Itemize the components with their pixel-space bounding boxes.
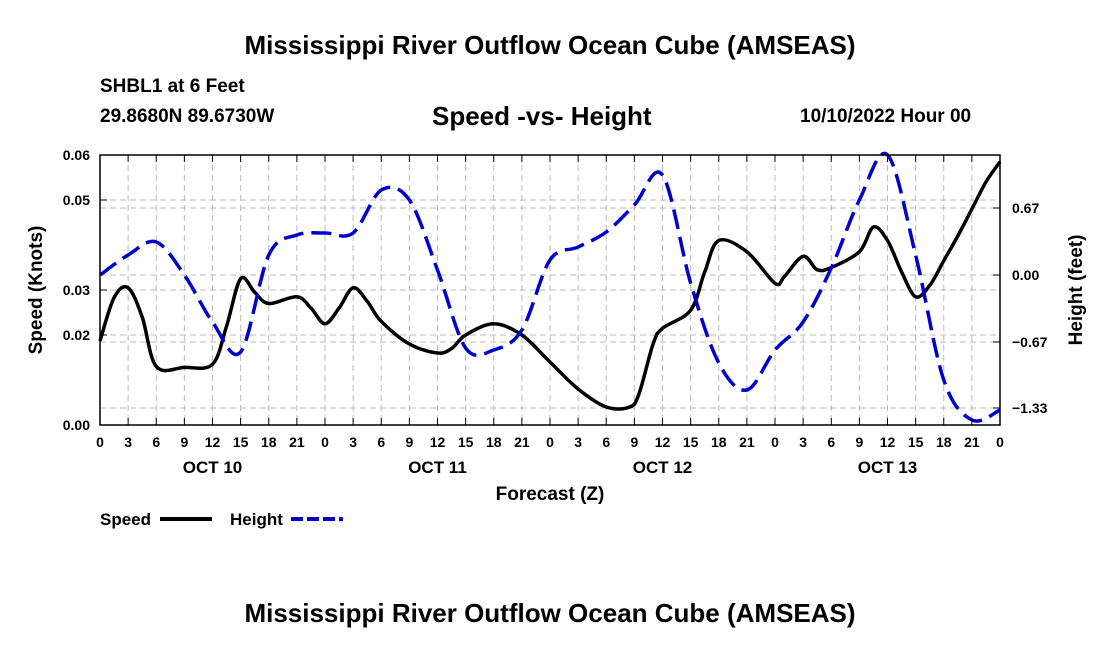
x-tick-label: 9	[855, 434, 863, 450]
x-tick-label: 12	[205, 434, 221, 450]
y-axis-label: Speed (Knots)	[26, 226, 47, 355]
x-tick-label: 12	[430, 434, 446, 450]
x-tick-label: 9	[180, 434, 188, 450]
x-tick-label: 3	[349, 434, 357, 450]
x-tick-label: 6	[602, 434, 610, 450]
x-tick-label: 15	[233, 434, 249, 450]
x-tick-label: 18	[711, 434, 727, 450]
x-tick-label: 3	[799, 434, 807, 450]
day-label: OCT 11	[408, 458, 467, 477]
speed-series-line	[98, 160, 1002, 411]
x-tick-label: 21	[289, 434, 305, 450]
footer-title: Mississippi River Outflow Ocean Cube (AM…	[244, 598, 856, 628]
y-tick-label: 0.06	[63, 147, 90, 163]
chart-title: Mississippi River Outflow Ocean Cube (AM…	[244, 30, 856, 60]
y2-tick-label: −1.33	[1012, 400, 1048, 416]
x-tick-label: 12	[655, 434, 671, 450]
x-tick-label: 0	[771, 434, 779, 450]
x-tick-label: 6	[827, 434, 835, 450]
x-tick-label: 18	[486, 434, 502, 450]
y2-tick-label: −0.67	[1012, 334, 1048, 350]
x-tick-label: 3	[124, 434, 132, 450]
x-tick-label: 3	[574, 434, 582, 450]
x-tick-label: 12	[880, 434, 896, 450]
station-label: SHBL1 at 6 Feet	[100, 76, 245, 97]
axes: 0 3 6 9 12 15 18 21 0 3 6 9 12 15 18 21 0 3 6 9 12 15 18 21 0 3 6 9…	[63, 147, 1048, 477]
x-tick-label: 0	[321, 434, 329, 450]
legend-speed-label: Speed	[100, 510, 152, 529]
x-tick-label: 0	[546, 434, 554, 450]
y-tick-label: 0.03	[63, 282, 90, 298]
x-tick-label: 21	[514, 434, 530, 450]
x-tick-label: 21	[739, 434, 755, 450]
station-coordinates: 29.8680N 89.6730W	[100, 106, 275, 127]
x-tick-label: 18	[936, 434, 952, 450]
x-tick-label: 15	[908, 434, 924, 450]
x-tick-label: 0	[996, 434, 1004, 450]
y2-axis-label: Height (feet)	[1066, 235, 1087, 346]
x-tick-label: 15	[683, 434, 699, 450]
forecast-datetime: 10/10/2022 Hour 00	[800, 106, 972, 127]
x-tick-label: 9	[405, 434, 413, 450]
y-tick-label: 0.00	[63, 417, 90, 433]
x-tick-label: 18	[261, 434, 277, 450]
x-tick-label: 9	[630, 434, 638, 450]
x-tick-label: 21	[964, 434, 980, 450]
height-series-line	[98, 151, 1001, 423]
y-tick-label: 0.02	[63, 327, 90, 343]
day-label: OCT 12	[633, 458, 693, 477]
day-label: OCT 13	[858, 458, 918, 477]
x-tick-label: 0	[96, 434, 104, 450]
x-axis-label: Forecast (Z)	[496, 484, 605, 505]
y-tick-label: 0.05	[63, 192, 90, 208]
y2-tick-label: 0.00	[1012, 267, 1039, 283]
x-tick-label: 6	[377, 434, 385, 450]
x-tick-label: 6	[152, 434, 160, 450]
chart-subtitle: Speed -vs- Height	[432, 101, 652, 131]
x-tick-label: 15	[458, 434, 474, 450]
legend-height-label: Height	[230, 510, 283, 529]
day-label: OCT 10	[183, 458, 243, 477]
plot-lines	[98, 151, 1002, 423]
y2-tick-label: 0.67	[1012, 200, 1039, 216]
